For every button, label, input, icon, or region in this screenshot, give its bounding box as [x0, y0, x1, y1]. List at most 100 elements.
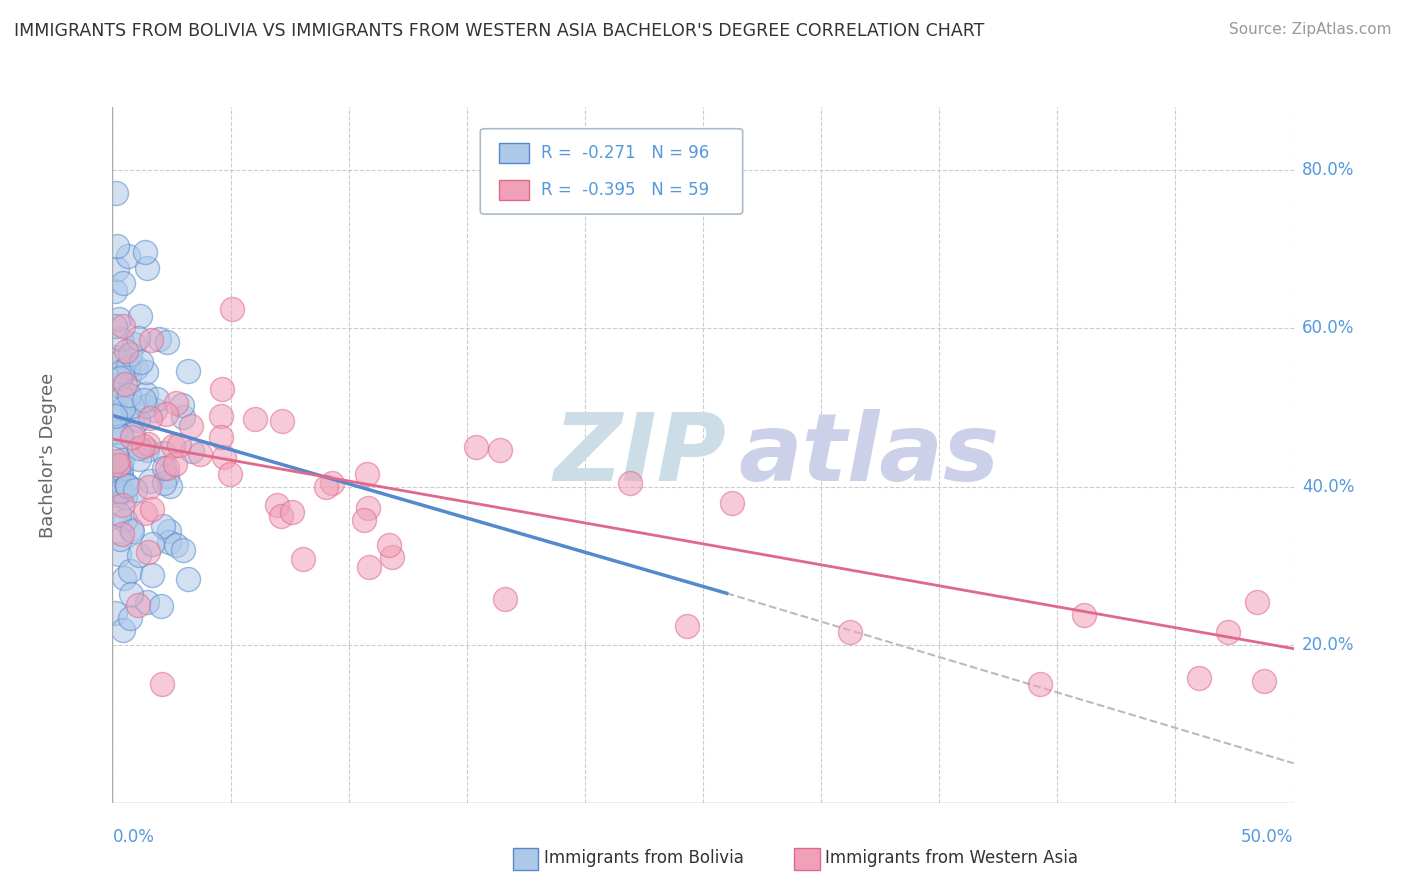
Point — [132, 438, 155, 452]
Text: Immigrants from Bolivia: Immigrants from Bolivia — [544, 849, 744, 867]
Point — [676, 619, 699, 633]
Point — [118, 388, 141, 402]
Point — [167, 437, 190, 451]
Point — [153, 461, 176, 475]
Text: 80.0%: 80.0% — [1302, 161, 1354, 179]
Point — [136, 437, 159, 451]
Point — [104, 467, 127, 481]
Point — [180, 418, 202, 433]
Point — [156, 334, 179, 349]
Point — [221, 301, 243, 316]
Point — [165, 396, 187, 410]
Text: 50.0%: 50.0% — [1241, 828, 1294, 846]
Point — [128, 442, 150, 456]
Point — [124, 483, 146, 497]
Point — [127, 413, 149, 427]
Text: 0.0%: 0.0% — [112, 828, 155, 846]
Text: Bachelor's Degree: Bachelor's Degree — [38, 372, 56, 538]
Text: IMMIGRANTS FROM BOLIVIA VS IMMIGRANTS FROM WESTERN ASIA BACHELOR'S DEGREE CORREL: IMMIGRANTS FROM BOLIVIA VS IMMIGRANTS FR… — [14, 22, 984, 40]
Point — [108, 407, 131, 421]
Point — [110, 429, 132, 443]
Point — [157, 535, 180, 549]
Point — [720, 496, 742, 510]
Point — [619, 475, 641, 490]
Point — [170, 398, 193, 412]
Point — [124, 360, 146, 375]
Point — [105, 378, 128, 392]
Point — [136, 545, 159, 559]
Point — [104, 606, 127, 620]
Point — [149, 599, 172, 614]
Point — [104, 448, 127, 462]
Point — [494, 591, 516, 606]
Point — [128, 309, 150, 323]
Point — [111, 353, 134, 368]
Point — [266, 498, 288, 512]
Point — [152, 518, 174, 533]
Point — [209, 430, 232, 444]
Point — [219, 467, 242, 481]
Point — [114, 513, 136, 527]
Point — [117, 359, 139, 374]
Text: 60.0%: 60.0% — [1302, 319, 1354, 337]
Point — [163, 457, 186, 471]
Point — [108, 532, 131, 546]
Point — [211, 382, 233, 396]
Point — [315, 480, 337, 494]
Point — [145, 392, 167, 406]
Point — [139, 333, 162, 347]
Point — [155, 469, 177, 483]
Point — [110, 484, 132, 499]
Point — [118, 564, 141, 578]
Point — [104, 409, 127, 423]
Point — [108, 311, 131, 326]
Point — [132, 392, 155, 407]
Point — [292, 551, 315, 566]
Point — [177, 572, 200, 586]
Point — [107, 458, 129, 473]
Point — [104, 318, 127, 333]
Point — [128, 548, 150, 562]
Text: atlas: atlas — [738, 409, 1000, 501]
Point — [120, 347, 142, 361]
Point — [1029, 677, 1052, 691]
Point — [122, 337, 145, 351]
Point — [356, 467, 378, 481]
Text: 20.0%: 20.0% — [1302, 636, 1354, 654]
Point — [135, 386, 157, 401]
Point — [111, 364, 134, 378]
Point — [104, 285, 127, 299]
Point — [111, 276, 134, 290]
Point — [141, 502, 163, 516]
Point — [162, 439, 184, 453]
Point — [838, 625, 860, 640]
Text: Source: ZipAtlas.com: Source: ZipAtlas.com — [1229, 22, 1392, 37]
Point — [114, 344, 136, 359]
Point — [111, 401, 134, 415]
Point — [121, 412, 143, 426]
Point — [1188, 671, 1211, 685]
Point — [115, 478, 138, 492]
Point — [134, 506, 156, 520]
Text: R =  -0.395   N = 59: R = -0.395 N = 59 — [541, 181, 709, 199]
Point — [104, 476, 127, 491]
Point — [138, 480, 160, 494]
Point — [117, 249, 139, 263]
Point — [108, 422, 131, 436]
Point — [127, 331, 149, 345]
Point — [159, 524, 181, 538]
Point — [105, 261, 128, 276]
Point — [188, 447, 211, 461]
Point — [105, 239, 128, 253]
Point — [121, 399, 143, 413]
Point — [121, 524, 143, 538]
Point — [114, 377, 136, 392]
Point — [128, 452, 150, 467]
Point — [135, 399, 157, 413]
Point — [159, 479, 181, 493]
Point — [150, 677, 173, 691]
Point — [243, 412, 266, 426]
Point — [139, 475, 162, 489]
Point — [121, 430, 143, 444]
Point — [141, 568, 163, 582]
